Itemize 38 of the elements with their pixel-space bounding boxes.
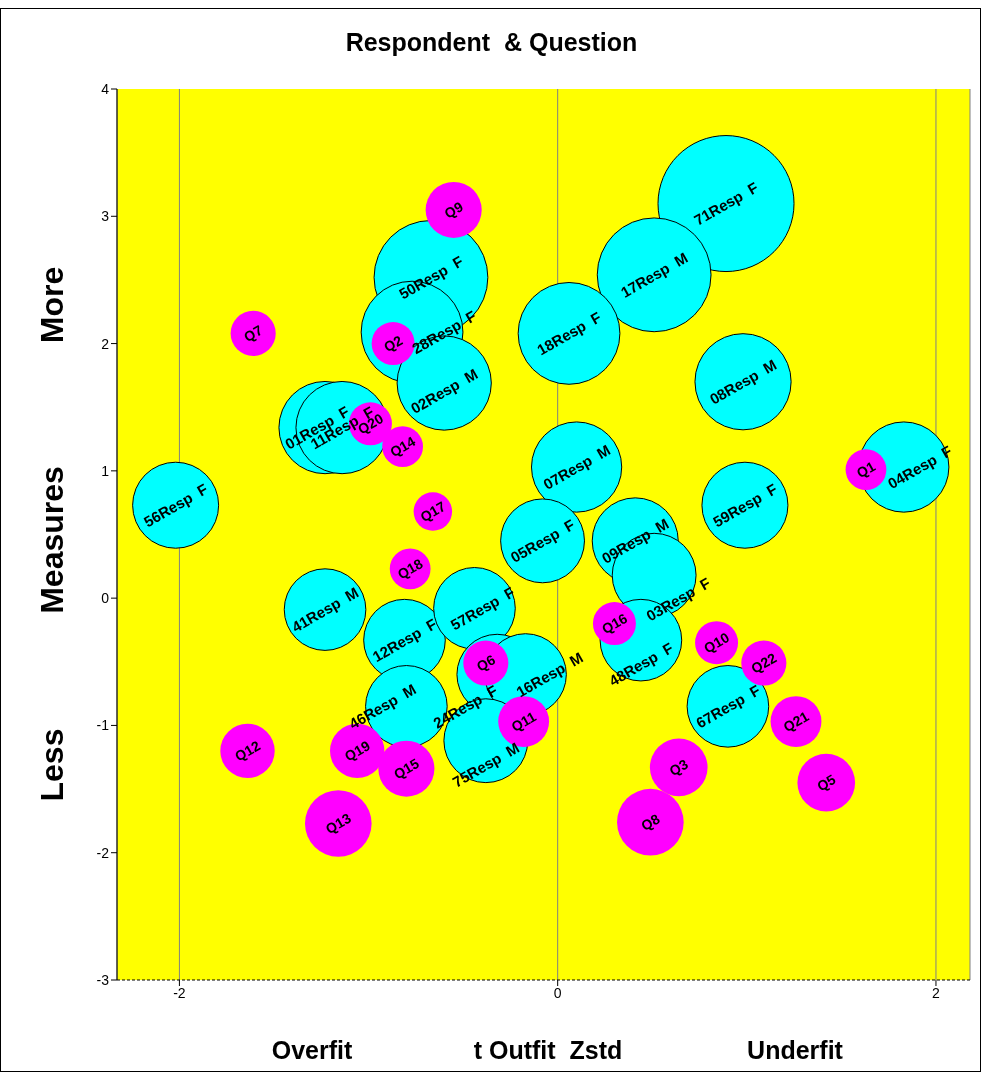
text: Underfit <box>747 1035 843 1065</box>
annotation: Q18 <box>394 555 426 583</box>
annotation: Q1 <box>853 457 879 482</box>
text: More <box>33 266 71 344</box>
text: Overfit <box>271 1035 353 1065</box>
y-tick-label: -1 <box>96 717 110 734</box>
y-tick-label: 4 <box>101 80 110 97</box>
annotation: Q9 <box>441 198 466 222</box>
annotation: Q8 <box>638 810 663 834</box>
annotation: Q19 <box>341 737 373 765</box>
annotation: Q14 <box>387 433 419 461</box>
annotation: Q21 <box>780 707 812 736</box>
y-tick-label: 0 <box>101 590 110 607</box>
annotation: Q11 <box>508 708 539 735</box>
annotation: Q13 <box>322 809 354 837</box>
chart-title: Respondent & Question <box>344 28 639 57</box>
text: Less <box>33 728 71 802</box>
y-tick-label: -3 <box>96 971 110 988</box>
annotation: Q3 <box>666 755 691 780</box>
y-tick-label: 3 <box>101 208 110 225</box>
annotation: Q6 <box>473 651 499 675</box>
annotation: Q16 <box>598 609 631 638</box>
annotation: Q15 <box>390 755 423 783</box>
annotation: Q12 <box>232 737 264 765</box>
y-tick-label: 2 <box>101 335 110 352</box>
x-tick-label: 0 <box>553 984 562 1001</box>
x-axis-title: t Outfit Zstd <box>473 1035 623 1065</box>
annotation: Q2 <box>381 331 406 356</box>
y-tick-label: 1 <box>101 462 110 479</box>
annotation: Q17 <box>417 497 449 526</box>
x-tick-label: -2 <box>173 984 186 1001</box>
x-tick-label: 2 <box>932 984 941 1001</box>
y-tick-label: -2 <box>96 844 110 861</box>
annotation: Q22 <box>748 649 780 677</box>
y-axis-title: Measures <box>33 466 71 614</box>
annotation: Q7 <box>241 321 266 345</box>
annotation: Q10 <box>701 629 733 657</box>
annotation: Q5 <box>814 771 839 795</box>
